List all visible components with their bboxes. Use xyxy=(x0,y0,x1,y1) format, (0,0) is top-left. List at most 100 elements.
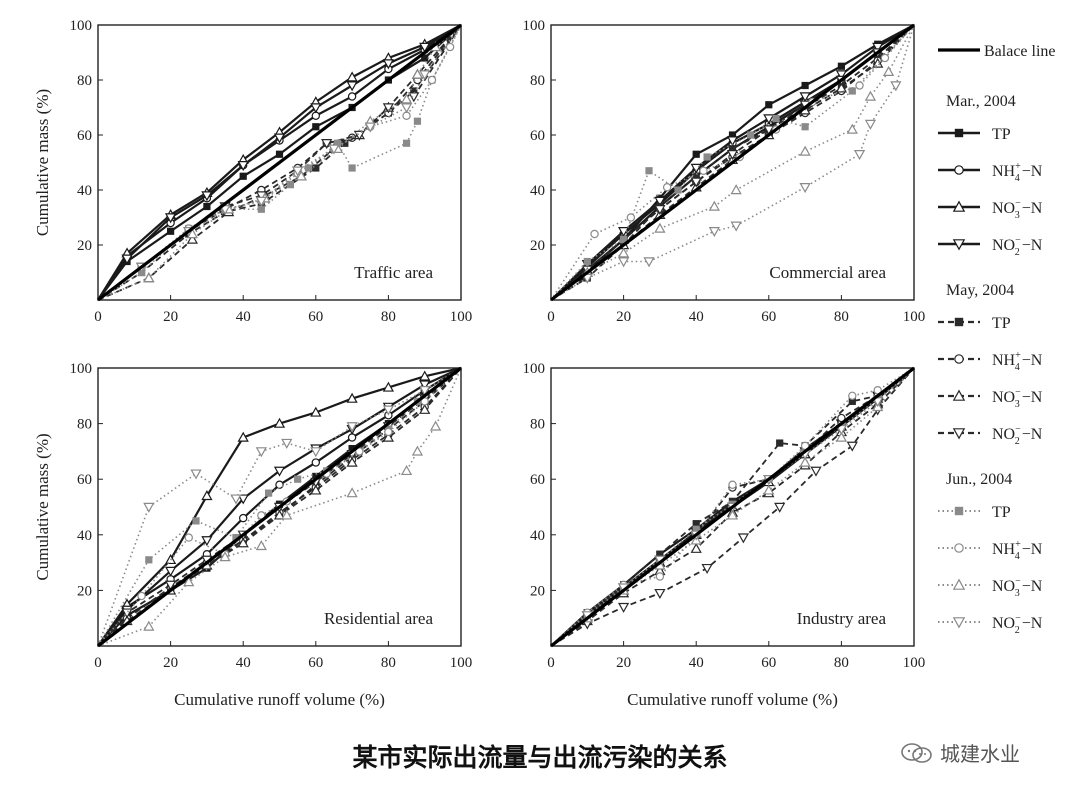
data-point xyxy=(626,213,636,222)
data-point xyxy=(281,438,293,449)
data-point xyxy=(312,123,320,131)
x-tick-label: 100 xyxy=(903,309,926,325)
legend-item-label: NO− 3 −N xyxy=(992,576,1043,599)
data-point xyxy=(726,509,739,520)
data-point xyxy=(167,227,175,235)
data-point xyxy=(346,487,358,498)
y-tick-label: 40 xyxy=(530,528,545,544)
data-point xyxy=(801,123,809,131)
data-point xyxy=(853,150,866,161)
data-point xyxy=(312,472,320,481)
data-point xyxy=(273,133,286,144)
legend-group-title: May, 2004 xyxy=(946,282,1014,299)
data-point xyxy=(445,42,455,52)
x-tick-label: 80 xyxy=(834,309,849,325)
data-point xyxy=(143,502,155,513)
y-tick-label: 20 xyxy=(77,583,92,599)
data-point xyxy=(201,191,213,202)
data-point xyxy=(654,588,666,600)
data-point xyxy=(835,70,848,81)
data-point xyxy=(239,172,247,180)
data-point xyxy=(837,62,845,70)
legend-item-label: NO− 2 −N xyxy=(992,424,1043,447)
data-point xyxy=(286,180,294,189)
x-tick-label: 40 xyxy=(689,655,704,671)
data-point xyxy=(846,123,858,134)
data-point xyxy=(846,441,858,452)
data-point xyxy=(203,202,211,211)
series-line xyxy=(550,24,915,301)
data-point xyxy=(411,445,424,456)
data-point xyxy=(281,509,293,520)
x-tick-label: 60 xyxy=(761,655,776,671)
legend-item-label: NH+ 4 −N xyxy=(992,350,1043,373)
data-point xyxy=(273,466,286,477)
data-point xyxy=(763,114,775,125)
data-point xyxy=(620,235,628,244)
panel-1: 0 20 40 60 80 100 20 40 60 80 100 Commercial area xyxy=(523,18,926,325)
data-point xyxy=(583,257,591,266)
data-point xyxy=(411,68,424,79)
data-point xyxy=(304,164,313,172)
panel-label: Commercial area xyxy=(769,263,886,282)
data-point xyxy=(145,556,153,564)
legend-marker xyxy=(954,354,964,364)
y-tick-label: 20 xyxy=(530,238,545,254)
series-line xyxy=(550,24,915,301)
plot-frame xyxy=(97,24,462,301)
data-point xyxy=(348,164,356,172)
y-tick-label: 100 xyxy=(523,18,546,34)
data-point xyxy=(654,205,666,216)
data-point xyxy=(328,144,340,155)
y-axis-title: Cumulative mass (%) xyxy=(33,89,52,236)
x-tick-label: 40 xyxy=(689,309,704,325)
data-point xyxy=(774,502,786,513)
data-point xyxy=(382,59,395,70)
data-point xyxy=(382,103,395,114)
data-point xyxy=(645,167,653,175)
data-point xyxy=(848,397,856,405)
panel-3: 0 20 40 60 80 100 20 40 60 80 100 Industry area Cumu… xyxy=(523,361,926,709)
watermark-text: 城建水业 xyxy=(940,742,1020,766)
legend-item-label: TP xyxy=(992,504,1011,521)
data-point xyxy=(799,183,811,194)
data-point xyxy=(872,57,884,68)
legend-group-title: Mar., 2004 xyxy=(946,93,1016,110)
x-tick-label: 0 xyxy=(94,655,102,671)
data-point xyxy=(164,213,177,224)
legend: Balace line Mar., 2004 TP NH+ 4 −N NO− 3 −N NO− 2−… xyxy=(938,43,1056,636)
data-point xyxy=(186,233,199,244)
data-point xyxy=(346,456,358,467)
x-tick-label: 80 xyxy=(381,309,396,325)
y-axis-title: Cumulative mass (%) xyxy=(33,433,52,580)
data-point xyxy=(232,533,240,542)
y-tick-label: 60 xyxy=(77,472,92,488)
data-point xyxy=(419,380,431,391)
data-point xyxy=(382,381,395,392)
x-tick-label: 0 xyxy=(547,655,555,671)
legend-marker xyxy=(954,543,964,553)
data-point xyxy=(230,494,242,505)
y-tick-label: 80 xyxy=(77,73,92,89)
series-line xyxy=(97,24,462,301)
data-point xyxy=(400,103,413,114)
data-point xyxy=(348,445,356,453)
data-point xyxy=(617,602,630,613)
x-tick-label: 20 xyxy=(163,309,178,325)
data-point xyxy=(728,145,737,153)
data-point xyxy=(265,489,273,497)
legend-item-label: TP xyxy=(992,126,1011,143)
data-point xyxy=(292,166,304,177)
data-point xyxy=(699,166,708,175)
data-point xyxy=(382,405,395,416)
data-point xyxy=(728,480,737,489)
data-point xyxy=(799,456,811,467)
y-tick-label: 20 xyxy=(530,583,545,599)
data-point xyxy=(643,257,655,268)
data-point xyxy=(321,139,333,150)
plot-frame xyxy=(97,367,462,647)
data-point xyxy=(776,439,784,447)
panel-label: Residential area xyxy=(324,609,433,628)
panel-label: Industry area xyxy=(797,609,887,628)
data-point xyxy=(237,537,249,548)
